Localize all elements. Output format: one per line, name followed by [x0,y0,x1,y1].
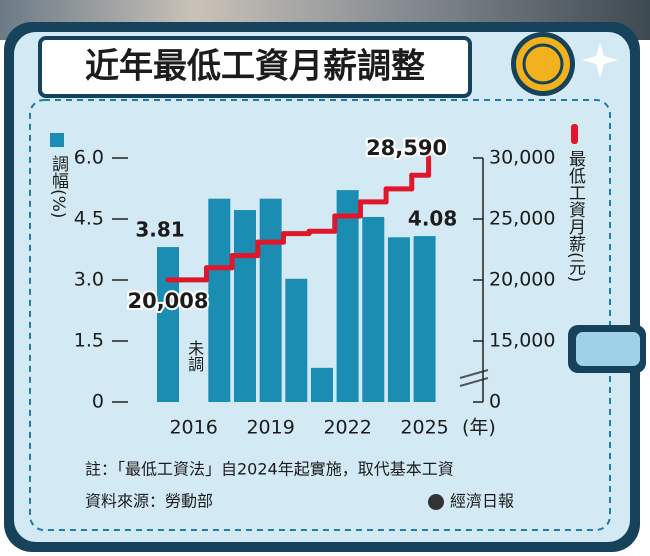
publisher: 經濟日報 [450,492,514,511]
y2-tick-label: 25,000 [489,208,555,230]
source: 資料來源：勞動部 [85,492,213,511]
x-unit: (年) [462,417,496,439]
y2-axis-label: 最低工資月薪(元) [565,150,586,282]
title-box [38,36,472,98]
bar [285,278,308,402]
bar [208,198,231,402]
y2-tick-label: 30,000 [489,147,555,169]
y2-tick-label: 0 [489,391,501,413]
bar [259,198,282,402]
bar [387,237,410,402]
line-value-label: 28,590 [366,136,447,160]
legend-bar-swatch [50,133,64,147]
footnote: 註：「最低工資法」自2024年起實施，取代基本工資 [85,460,454,479]
x-tick-label: 2019 [246,417,294,439]
bar [157,247,179,402]
bar [413,236,436,402]
x-tick-label: 2025 [400,417,448,439]
x-tick-label: 2022 [323,417,371,439]
y-axis-label: 調幅(%) [48,155,69,218]
bar-value-label: 3.81 [135,218,184,242]
bar-value-label: 4.08 [408,207,457,231]
coin-ring [522,43,564,85]
y2-tick-label: 15,000 [489,330,555,352]
legend-line-swatch [571,124,578,144]
chart-title: 近年最低工資月薪調整 [85,47,425,87]
y-tick-label: 4.5 [74,208,104,230]
line-value-label: 20,008 [127,289,208,313]
tab [576,332,640,366]
x-tick-label: 2016 [169,417,217,439]
y-tick-label: 1.5 [74,330,104,352]
bar [336,190,359,402]
card [14,32,630,542]
y-tick-label: 6.0 [74,147,104,169]
inner-border [29,99,611,531]
y2-tick-label: 20,000 [489,269,555,291]
publisher-logo [428,494,444,510]
y-tick-label: 0 [92,391,104,413]
bar [362,216,385,402]
bar [233,210,256,402]
sparkle [582,42,618,78]
y-tick-label: 3.0 [74,269,104,291]
bar [310,367,333,402]
annotation: 未調 [185,340,204,372]
